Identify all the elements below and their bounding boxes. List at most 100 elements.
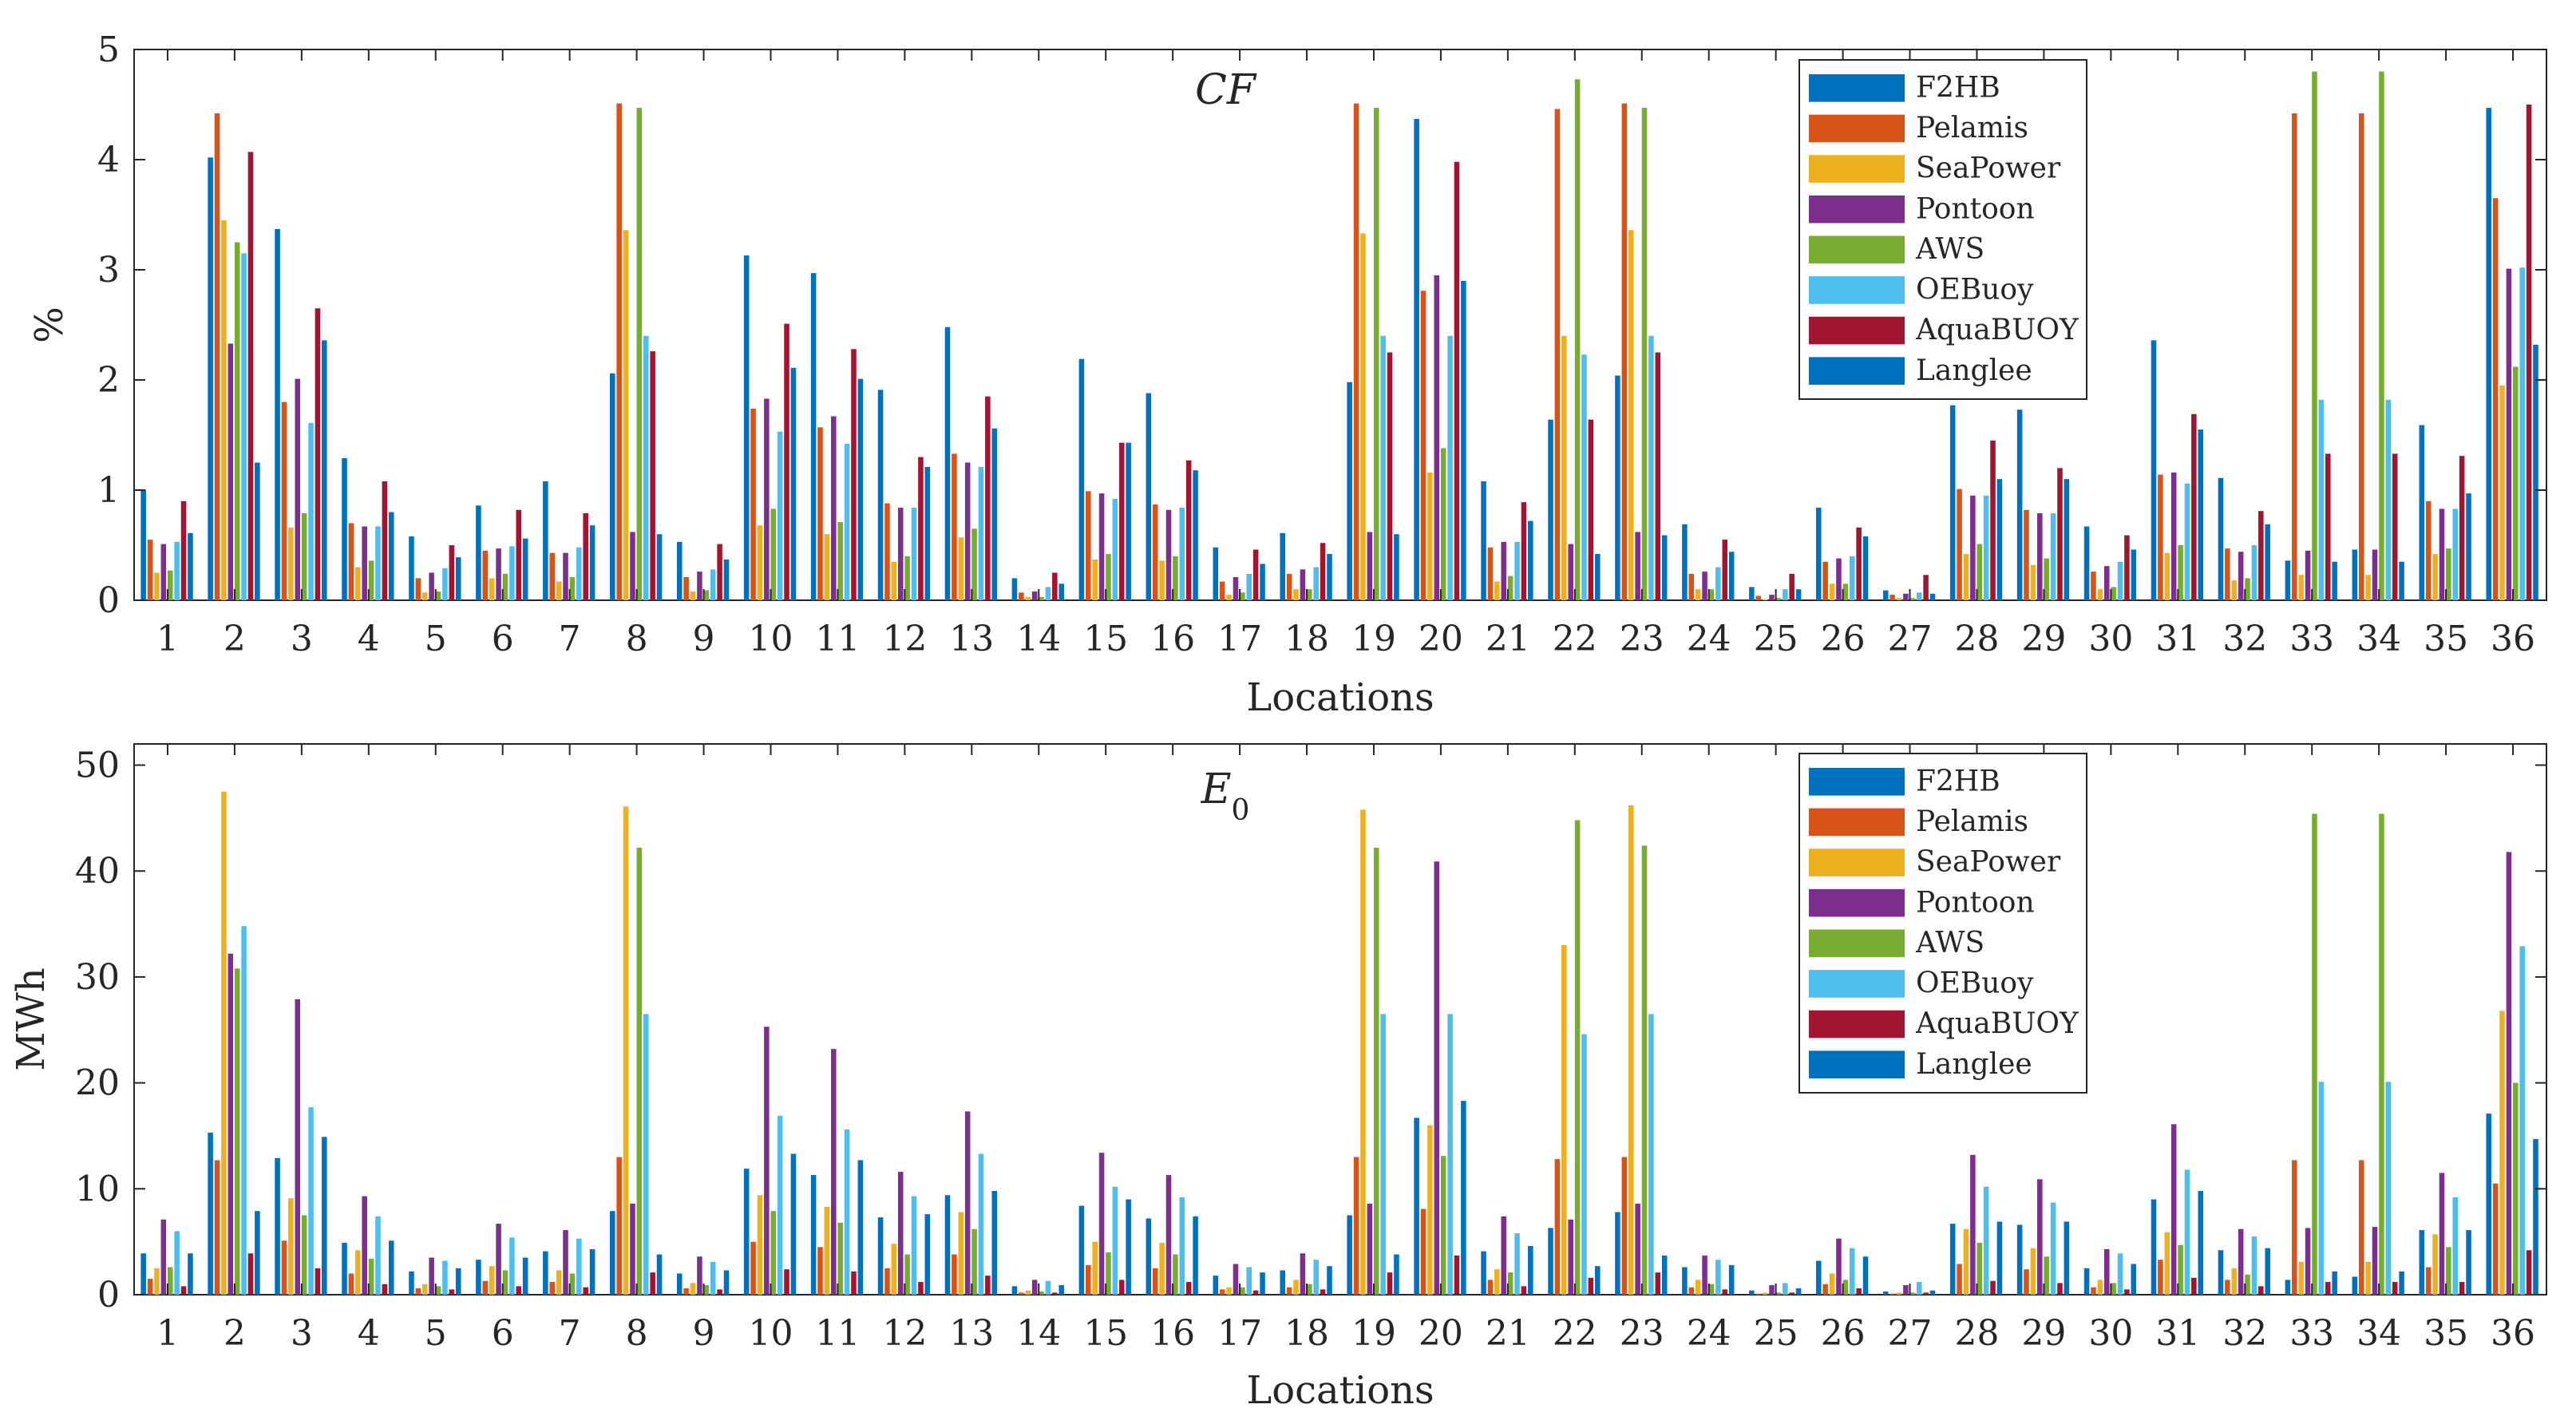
bar-pelamis-loc-14 (1019, 592, 1024, 600)
bar-pelamis-loc-21 (1487, 547, 1494, 600)
bar-oebuoy-loc-13 (978, 467, 984, 600)
legend-swatch-aquabuoy (1809, 1010, 1905, 1038)
bar-f2hb-loc-18 (1280, 532, 1285, 600)
bar-langlee-loc-17 (1260, 1272, 1265, 1295)
bar-seapower-loc-30 (2097, 1280, 2103, 1295)
bar-aquabuoy-loc-11 (851, 349, 857, 600)
bar-pelamis-loc-32 (2225, 548, 2230, 600)
x-axis-label: Locations (1246, 1368, 1434, 1413)
bar-langlee-loc-34 (2399, 1271, 2404, 1295)
bar-f2hb-loc-23 (1615, 375, 1620, 600)
bar-aquabuoy-loc-7 (583, 1287, 588, 1295)
bar-pelamis-loc-28 (1957, 489, 1962, 600)
legend-swatch-pelamis (1809, 114, 1905, 143)
bar-seapower-loc-36 (2499, 385, 2505, 600)
bar-aquabuoy-loc-28 (1990, 440, 1996, 600)
bar-langlee-loc-1 (188, 532, 193, 600)
bar-aws-loc-8 (636, 108, 643, 600)
series-f2hb (140, 108, 2491, 601)
bar-aquabuoy-loc-12 (918, 1282, 924, 1295)
bar-pontoon-loc-33 (2305, 550, 2311, 600)
bar-aquabuoy-loc-36 (2526, 1250, 2532, 1295)
bar-langlee-loc-10 (790, 367, 797, 600)
x-tick-label: 1 (156, 619, 179, 659)
bar-pontoon-loc-27 (1903, 1285, 1909, 1295)
bar-oebuoy-loc-10 (777, 1115, 783, 1295)
bar-pelamis-loc-16 (1152, 504, 1158, 600)
bar-oebuoy-loc-3 (308, 422, 314, 600)
bar-seapower-loc-34 (2365, 575, 2371, 600)
series-aws (167, 813, 2519, 1295)
bar-pelamis-loc-26 (1822, 561, 1828, 600)
bar-aquabuoy-loc-16 (1185, 460, 1192, 600)
bar-f2hb-loc-10 (743, 255, 750, 600)
bar-pelamis-loc-13 (952, 1254, 957, 1295)
bar-f2hb-loc-15 (1078, 1205, 1085, 1295)
bar-aquabuoy-loc-17 (1252, 1290, 1259, 1295)
bar-f2hb-loc-34 (2352, 549, 2358, 600)
bar-oebuoy-loc-18 (1313, 567, 1319, 600)
bar-seapower-loc-15 (1092, 1241, 1098, 1295)
legend-swatch-f2hb (1809, 74, 1905, 102)
bar-pontoon-loc-20 (1434, 861, 1440, 1295)
x-tick-label: 16 (1150, 619, 1195, 659)
x-tick-label: 16 (1150, 1313, 1195, 1354)
bar-pelamis-loc-29 (2024, 1269, 2029, 1295)
x-tick-label: 15 (1083, 1313, 1128, 1354)
bar-seapower-loc-15 (1092, 559, 1098, 600)
bar-pelamis-loc-15 (1086, 1264, 1091, 1295)
bar-langlee-loc-14 (1058, 1285, 1064, 1295)
bar-seapower-loc-1 (154, 1268, 160, 1295)
x-axis-label: Locations (1246, 675, 1434, 720)
bar-seapower-loc-19 (1360, 233, 1366, 600)
bar-f2hb-loc-9 (676, 541, 683, 600)
bar-aws-loc-8 (636, 848, 643, 1295)
bar-pelamis-loc-11 (817, 1247, 823, 1295)
bar-seapower-loc-10 (757, 525, 763, 600)
series-pontoon (160, 852, 2512, 1295)
bar-pontoon-loc-33 (2305, 1228, 2311, 1295)
bar-f2hb-loc-36 (2486, 1114, 2491, 1295)
bar-aws-loc-21 (1507, 576, 1514, 600)
bar-pontoon-loc-1 (160, 544, 167, 600)
bar-seapower-loc-16 (1159, 560, 1165, 600)
bar-pelamis-loc-9 (683, 577, 689, 600)
bar-oebuoy-loc-5 (442, 568, 448, 600)
bar-f2hb-loc-12 (877, 390, 884, 600)
bar-langlee-loc-23 (1661, 1255, 1668, 1295)
bar-aws-loc-17 (1240, 592, 1245, 600)
bar-aquabuoy-loc-27 (1923, 1292, 1929, 1295)
legend-swatch-aws (1809, 929, 1905, 958)
bar-aquabuoy-loc-29 (2057, 468, 2063, 600)
bar-aws-loc-34 (2379, 813, 2384, 1295)
x-tick-label: 28 (1954, 1313, 1999, 1354)
x-tick-label: 25 (1754, 1313, 1798, 1354)
bar-seapower-loc-35 (2432, 1234, 2438, 1295)
bar-pelamis-loc-25 (1755, 1293, 1762, 1295)
x-tick-label: 32 (2222, 1313, 2267, 1354)
bar-pelamis-loc-5 (415, 578, 421, 600)
bar-pelamis-loc-31 (2158, 474, 2163, 600)
bar-aquabuoy-loc-2 (247, 1253, 254, 1295)
x-tick-label: 36 (2491, 1313, 2535, 1354)
bar-f2hb-loc-9 (676, 1273, 683, 1295)
bar-seapower-loc-13 (958, 1212, 964, 1295)
bar-pontoon-loc-5 (429, 1257, 434, 1295)
bar-pelamis-loc-5 (415, 1288, 421, 1295)
bar-f2hb-loc-16 (1146, 393, 1152, 600)
bar-f2hb-loc-12 (877, 1217, 884, 1295)
bar-oebuoy-loc-13 (978, 1153, 984, 1295)
bar-f2hb-loc-13 (944, 326, 951, 600)
x-tick-label: 28 (1954, 619, 1999, 659)
bar-langlee-loc-30 (2131, 549, 2137, 600)
bar-seapower-loc-22 (1561, 945, 1567, 1295)
bar-langlee-loc-19 (1394, 1254, 1399, 1295)
bar-pontoon-loc-26 (1836, 558, 1842, 600)
bar-aquabuoy-loc-10 (784, 1269, 789, 1295)
bar-pelamis-loc-22 (1554, 109, 1561, 600)
bar-aws-loc-20 (1440, 1156, 1446, 1295)
bar-pontoon-loc-10 (764, 1026, 770, 1295)
bar-langlee-loc-29 (2064, 1221, 2070, 1295)
bar-langlee-loc-5 (455, 1268, 461, 1295)
bar-oebuoy-loc-23 (1648, 1014, 1654, 1295)
